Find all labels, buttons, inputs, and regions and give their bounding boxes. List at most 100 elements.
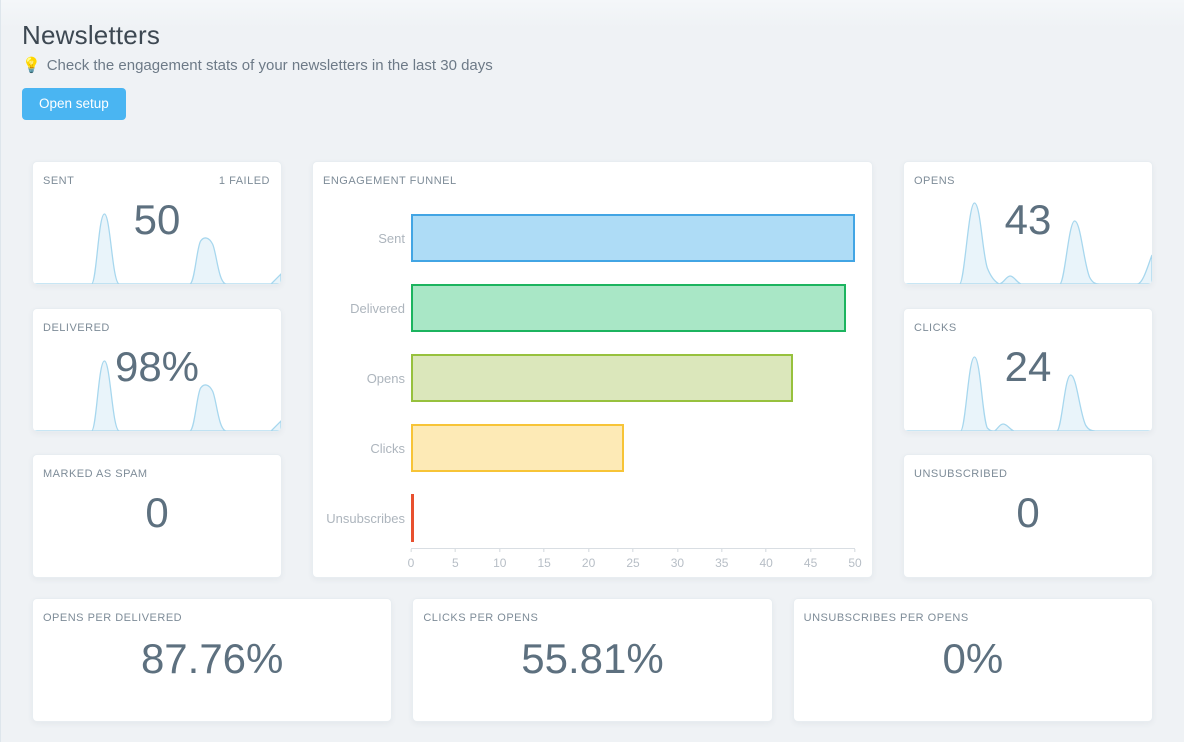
marked-as-spam-card-label: MARKED AS SPAM [43,468,148,480]
tick-mark [410,549,412,552]
delivered-card-value: 98% [114,342,200,390]
unsubscribes-per-opens-value: 0% [942,635,1004,682]
tick-mark [499,549,501,552]
funnel-x-axis: 0 5 10 15 20 25 30 35 40 45 50 [407,548,862,574]
page-subtitle: 💡 Check the engagement stats of your new… [22,56,1163,75]
marked-as-spam-card: MARKED AS SPAM 0 [32,454,282,578]
funnel-bar-sent [411,214,855,262]
tick-label: 5 [452,556,459,570]
funnel-category-label: Opens [366,370,405,386]
funnel-bar-track [411,354,855,402]
opens-card-label: OPENS [914,175,956,187]
engagement-funnel-chart: Sent Delivered Opens Clicks Unsubscribes [323,214,855,564]
unsubscribed-card-value: 0 [1016,489,1040,536]
x-axis-tick: 40 [760,549,773,570]
delivered-card-label: DELIVERED [43,321,110,334]
tick-mark [854,549,856,552]
tick-mark [454,549,456,552]
tick-label: 10 [493,556,507,570]
x-axis-tick: 15 [538,549,551,570]
funnel-bar-delivered [411,284,847,332]
dashboard-grid: SENT 1 FAILED 50 DELIVERED 98% MARKED AS… [1,161,1184,722]
funnel-row-opens: Opens [323,354,855,402]
tick-mark [632,549,634,552]
x-axis-tick: 20 [582,549,595,570]
funnel-bar-track [411,284,855,332]
funnel-bar-clicks [411,424,625,472]
bottom-section: OPENS PER DELIVERED 87.76% CLICKS PER OP… [32,598,1153,722]
tick-mark [810,549,812,552]
tick-mark [676,549,678,552]
delivered-card: DELIVERED 98% [32,307,282,432]
sparkline-chart [33,359,281,431]
x-axis-tick: 45 [804,549,817,570]
sent-card: SENT 1 FAILED 50 [32,161,282,285]
x-axis-tick: 5 [452,549,459,570]
x-axis-tick: 50 [848,549,862,570]
clicks-card: CLICKS 24 [903,307,1153,432]
funnel-bar-track [411,214,855,262]
funnel-category-label: Delivered [350,300,405,316]
x-axis-tick: 30 [671,549,684,570]
opens-per-delivered-card: OPENS PER DELIVERED 87.76% [32,598,393,722]
tick-mark [588,549,590,552]
tick-mark [765,549,767,552]
x-axis-tick: 35 [715,549,728,570]
page-subtitle-text: Check the engagement stats of your newsl… [46,56,493,74]
funnel-bar-opens [411,354,793,402]
lightbulb-icon: 💡 [22,57,41,74]
tick-label: 25 [626,556,640,570]
funnel-row-sent: Sent [323,214,855,262]
x-axis-tick: 0 [407,549,415,570]
engagement-funnel-card: ENGAGEMENT FUNNEL Sent Delivered Opens Clic… [312,161,873,578]
sparkline-chart [904,202,1152,284]
tick-label: 0 [407,556,415,570]
opens-card: OPENS 43 [903,161,1153,285]
tick-mark [543,549,545,552]
funnel-bar-track [411,494,855,542]
unsubscribes-per-opens-card: UNSUBSCRIBES PER OPENS 0% [792,598,1153,722]
page-title: Newsletters [22,20,161,50]
tick-label: 15 [537,556,551,570]
open-setup-button[interactable]: Open setup [22,88,126,120]
clicks-per-opens-label: CLICKS PER OPENS [423,612,539,624]
clicks-card-label: CLICKS [914,321,957,334]
right-stat-column: OPENS 43 CLICKS 24 UNSUBSCRIBED 0 [903,161,1153,578]
top-section: SENT 1 FAILED 50 DELIVERED 98% MARKED AS… [32,161,1153,578]
funnel-category-label: Sent [378,230,405,246]
funnel-bar-unsubscribes [411,494,414,542]
marked-as-spam-card-value: 0 [145,489,169,536]
funnel-category-label: Clicks [370,440,405,456]
sent-card-value: 50 [133,196,181,243]
unsubscribed-card: UNSUBSCRIBED 0 [903,454,1153,578]
tick-label: 50 [848,556,862,570]
x-axis-tick: 25 [626,549,640,570]
engagement-funnel-title: ENGAGEMENT FUNNEL [323,175,457,187]
clicks-card-value: 24 [1004,342,1052,390]
clicks-per-opens-value: 55.81% [521,635,664,682]
page-header: Newsletters 💡 Check the engagement stats… [1,20,1184,120]
opens-per-delivered-label: OPENS PER DELIVERED [43,612,183,624]
funnel-category-label: Unsubscribes [326,510,405,526]
sparkline-chart [33,213,281,284]
sent-card-label: SENT [43,175,75,187]
left-stat-column: SENT 1 FAILED 50 DELIVERED 98% MARKED AS… [32,161,282,578]
funnel-row-clicks: Clicks [323,424,855,472]
tick-label: 35 [715,556,729,570]
x-axis-tick: 10 [493,549,506,570]
opens-per-delivered-value: 87.76% [140,635,284,682]
opens-card-value: 43 [1004,196,1052,243]
sparkline-chart [904,355,1152,431]
tick-label: 40 [759,556,773,570]
unsubscribed-card-label: UNSUBSCRIBED [914,468,1008,480]
clicks-per-opens-card: CLICKS PER OPENS 55.81% [412,598,773,722]
tick-label: 20 [581,556,596,570]
tick-label: 45 [803,556,818,570]
tick-mark [721,549,723,552]
funnel-row-unsubscribes: Unsubscribes [323,494,855,542]
unsubscribes-per-opens-label: UNSUBSCRIBES PER OPENS [803,612,969,624]
sent-failed-badge: 1 FAILED [218,175,270,187]
funnel-row-delivered: Delivered [323,284,855,332]
tick-label: 30 [670,556,685,570]
